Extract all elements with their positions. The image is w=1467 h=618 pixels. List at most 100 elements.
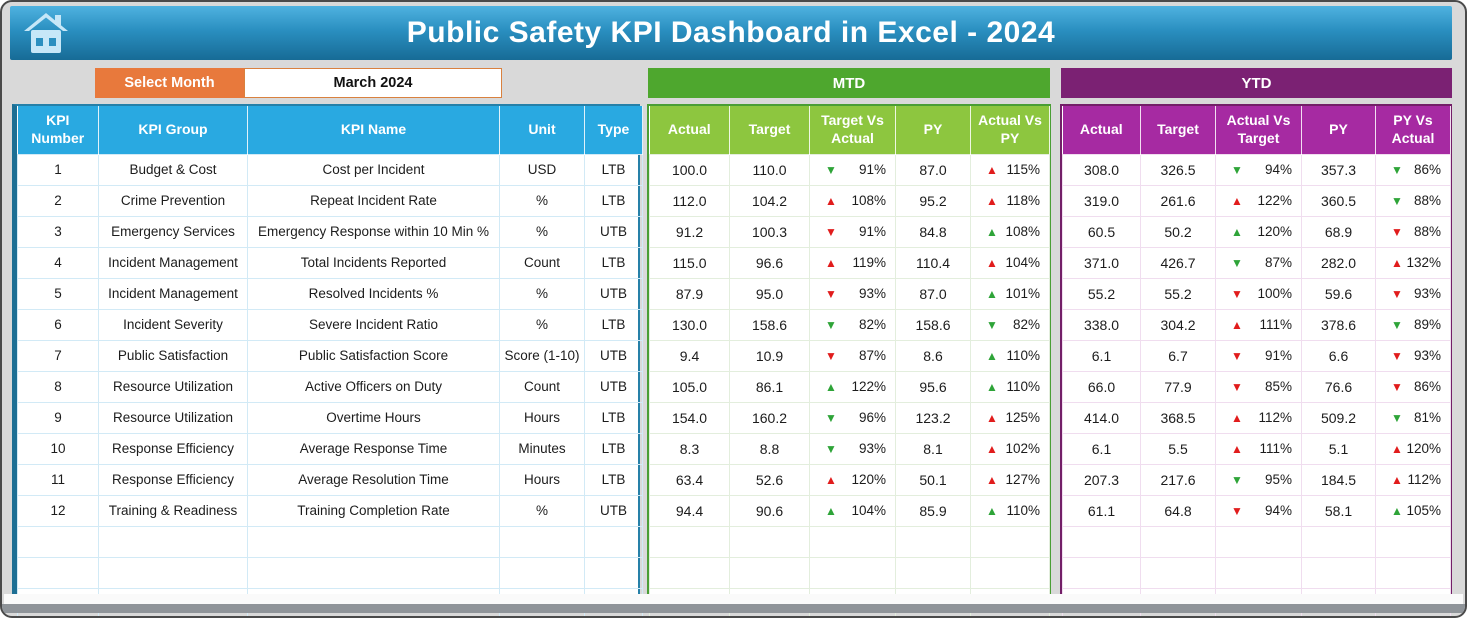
trend-value: 112% (1407, 472, 1441, 487)
trend-down-icon: ▼ (1231, 162, 1243, 177)
trend-down-icon: ▼ (1231, 472, 1243, 487)
title-bar: Public Safety KPI Dashboard in Excel - 2… (10, 6, 1452, 60)
trend-value: 111% (1259, 441, 1292, 456)
column-header: Unit (499, 106, 585, 154)
value-cell: 6 (17, 308, 99, 341)
trend-value: 91% (1264, 348, 1292, 363)
table-row: 371.0 426.7 ▼ 87% 282.0 ▲ 132% (1062, 246, 1451, 279)
table-row: 105.0 86.1 ▲ 122% 95.6 ▲ 110% (649, 370, 1050, 403)
trend-down-icon: ▼ (825, 162, 837, 177)
column-header: Target (729, 106, 810, 154)
value-cell: Overtime Hours (247, 401, 500, 434)
trend-up-icon: ▲ (986, 224, 998, 239)
trend-value: 94% (1264, 162, 1292, 177)
value-cell: 160.2 (729, 401, 810, 434)
empty-cell (1215, 556, 1302, 589)
table-row: 8 Resource Utilization Active Officers on … (17, 370, 643, 403)
value-cell: 85.9 (895, 494, 971, 527)
value-cell: Training Completion Rate (247, 494, 500, 527)
table-row: 55.2 55.2 ▼ 100% 59.6 ▼ 93% (1062, 277, 1451, 310)
trend-up-icon: ▲ (986, 286, 998, 301)
empty-cell (1301, 525, 1376, 558)
value-cell: 3 (17, 215, 99, 248)
value-cell: Public Satisfaction Score (247, 339, 500, 372)
value-cell: 6.1 (1062, 432, 1141, 465)
trend-cell: ▼ 87% (1215, 246, 1302, 279)
value-cell: 338.0 (1062, 308, 1141, 341)
column-header: PY Vs Actual (1375, 106, 1451, 154)
empty-cell (1215, 525, 1302, 558)
selected-month-dropdown[interactable]: March 2024 (244, 68, 502, 98)
value-cell: 8.8 (729, 432, 810, 465)
value-cell: 357.3 (1301, 153, 1376, 186)
value-cell: 68.9 (1301, 215, 1376, 248)
trend-value: 132% (1406, 255, 1441, 270)
trend-cell: ▼ 86% (1375, 153, 1451, 186)
trend-down-icon: ▼ (825, 224, 837, 239)
bottom-scrollbar[interactable] (2, 604, 1465, 613)
trend-value: 101% (1005, 286, 1040, 301)
trend-down-icon: ▼ (1391, 317, 1403, 332)
value-cell: 110.0 (729, 153, 810, 186)
trend-down-icon: ▼ (986, 317, 998, 332)
trend-cell: ▲ 105% (1375, 494, 1451, 527)
empty-cell (649, 556, 730, 589)
value-cell: 158.6 (729, 308, 810, 341)
value-cell: 84.8 (895, 215, 971, 248)
trend-up-icon: ▲ (986, 379, 998, 394)
home-icon[interactable] (22, 11, 70, 55)
value-cell: 10 (17, 432, 99, 465)
table-row: 61.1 64.8 ▼ 94% 58.1 ▲ 105% (1062, 494, 1451, 527)
value-cell: UTB (584, 277, 643, 310)
trend-cell: ▼ 85% (1215, 370, 1302, 403)
value-cell: LTB (584, 184, 643, 217)
trend-down-icon: ▼ (1391, 348, 1403, 363)
value-cell: Count (499, 246, 585, 279)
trend-value: 127% (1005, 472, 1040, 487)
value-cell: 95.0 (729, 277, 810, 310)
trend-down-icon: ▼ (825, 317, 837, 332)
value-cell: 61.1 (1062, 494, 1141, 527)
trend-value: 115% (1006, 162, 1040, 177)
column-header: KPI Number (17, 106, 99, 154)
trend-cell: ▲ 127% (970, 463, 1050, 496)
empty-row (1062, 556, 1451, 589)
trend-value: 108% (851, 193, 886, 208)
value-cell: 158.6 (895, 308, 971, 341)
trend-up-icon: ▲ (825, 193, 837, 208)
value-cell: 360.5 (1301, 184, 1376, 217)
value-cell: LTB (584, 432, 643, 465)
empty-cell (247, 556, 500, 589)
table-row: 9.4 10.9 ▼ 87% 8.6 ▲ 110% (649, 339, 1050, 372)
value-cell: 100.3 (729, 215, 810, 248)
column-header: Actual Vs PY (970, 106, 1050, 154)
column-header: PY (1301, 106, 1376, 154)
value-cell: 110.4 (895, 246, 971, 279)
column-header: Actual Vs Target (1215, 106, 1302, 154)
empty-row (649, 525, 1050, 558)
trend-up-icon: ▲ (825, 472, 837, 487)
empty-cell (584, 556, 643, 589)
trend-value: 105% (1406, 503, 1441, 518)
trend-up-icon: ▲ (825, 503, 837, 518)
value-cell: 11 (17, 463, 99, 496)
table-row: 414.0 368.5 ▲ 112% 509.2 ▼ 81% (1062, 401, 1451, 434)
value-cell: Incident Management (98, 246, 248, 279)
trend-cell: ▲ 112% (1375, 463, 1451, 496)
trend-cell: ▲ 120% (1375, 432, 1451, 465)
table-row: 12 Training & Readiness Training Completio… (17, 494, 643, 527)
trend-value: 93% (858, 441, 886, 456)
trend-value: 91% (858, 162, 886, 177)
empty-cell (895, 556, 971, 589)
value-cell: Training & Readiness (98, 494, 248, 527)
value-cell: 282.0 (1301, 246, 1376, 279)
select-month-button[interactable]: Select Month (95, 68, 244, 98)
value-cell: 5.1 (1301, 432, 1376, 465)
column-header: PY (895, 106, 971, 154)
table-row: 207.3 217.6 ▼ 95% 184.5 ▲ 112% (1062, 463, 1451, 496)
value-cell: 86.1 (729, 370, 810, 403)
value-cell: 55.2 (1140, 277, 1216, 310)
page-title: Public Safety KPI Dashboard in Excel - 2… (406, 16, 1056, 49)
trend-down-icon: ▼ (1391, 379, 1403, 394)
